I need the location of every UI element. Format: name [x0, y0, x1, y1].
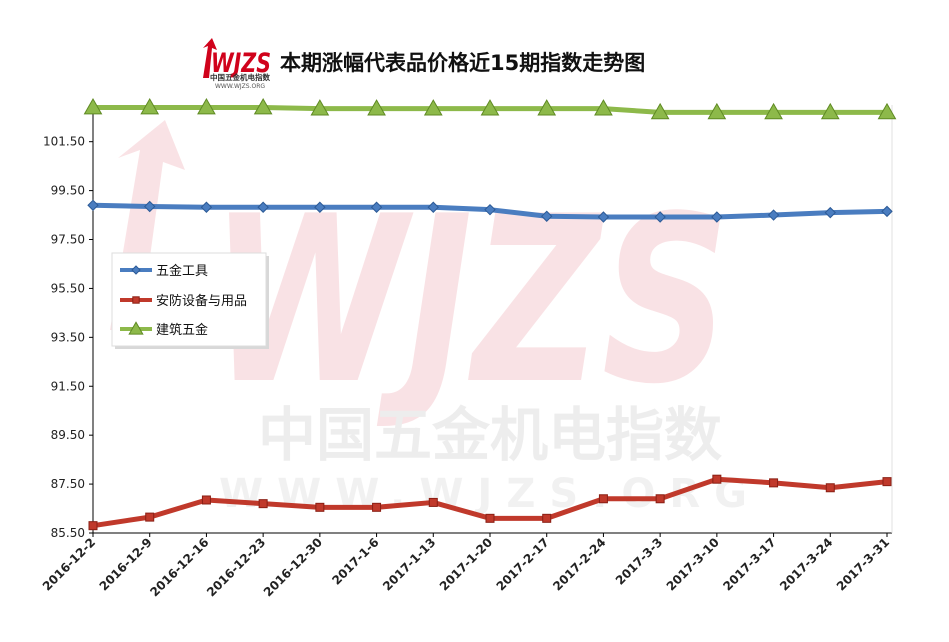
series-point-0 — [257, 201, 269, 213]
x-tick-label: 2017-3-31 — [834, 535, 892, 593]
series-point-0 — [87, 199, 99, 211]
logo-subtitle: 中国五金机电指数 — [210, 72, 270, 82]
series-point-2 — [197, 97, 216, 115]
legend-marker — [132, 296, 140, 304]
series-point-1 — [598, 494, 608, 504]
series-point-2 — [310, 99, 330, 116]
legend-label: 建筑五金 — [156, 322, 208, 338]
series-layer — [83, 97, 897, 531]
x-tick-label: 2017-1-6 — [329, 535, 381, 587]
series-point-2 — [707, 102, 727, 120]
series-point-2 — [820, 102, 840, 120]
series-point-0 — [427, 201, 439, 213]
series-point-0 — [541, 210, 553, 222]
logo-arrow-icon — [203, 38, 217, 78]
series-point-2 — [253, 97, 273, 115]
series-point-2 — [367, 99, 386, 116]
series-point-1 — [542, 513, 552, 523]
series-point-0 — [767, 209, 780, 221]
y-tick-label: 97.50 — [51, 233, 85, 247]
x-tick-label: 2017-3-24 — [777, 535, 835, 593]
series-point-1 — [655, 494, 665, 504]
series-point-0 — [314, 201, 326, 213]
series-point-2 — [594, 99, 613, 116]
y-ticks: 85.50 87.50 89.50 91.50 93.50 95.50 97.50 99.50… — [43, 135, 93, 540]
series-point-1 — [315, 502, 325, 512]
x-tick-label: 2017-3-3 — [613, 535, 665, 587]
series-point-2 — [877, 102, 897, 120]
series-point-2 — [423, 99, 443, 116]
legend-label: 五金工具 — [156, 263, 208, 279]
x-tick-label: 2017-2-24 — [550, 535, 608, 593]
series-point-0 — [200, 201, 213, 213]
logo-url: WWW.WJZS.ORG — [215, 83, 265, 90]
watermark-cn-text: 中国五金机电指数 — [258, 401, 722, 469]
x-tick-label: 2017-1-13 — [380, 535, 438, 593]
y-tick-label: 93.50 — [51, 330, 85, 344]
logo-text: WJZS — [211, 48, 271, 79]
series-point-2 — [480, 99, 500, 116]
series-point-2 — [83, 97, 103, 115]
series-point-2 — [537, 99, 557, 116]
series-point-0 — [597, 211, 610, 223]
series-point-1 — [882, 477, 892, 487]
series-point-0 — [370, 201, 383, 213]
watermark: WJZS 中国五金机电指数 WWW.WJZS.ORG — [110, 120, 761, 517]
legend-item-0: 五金工具 — [120, 263, 208, 279]
legend-marker — [131, 265, 141, 275]
y-tick-label: 87.50 — [51, 477, 85, 491]
x-tick-label: 2016-12-16 — [147, 535, 211, 599]
series-point-2 — [764, 102, 783, 120]
legend-item-1: 安防设备与用品 — [120, 293, 247, 309]
watermark-url-text: WWW.WJZS.ORG — [219, 471, 761, 517]
x-tick-label: 2017-3-17 — [720, 535, 778, 593]
series-point-1 — [428, 497, 438, 507]
series-point-1 — [88, 521, 98, 531]
logo: WJZS 中国五金机电指数 WWW.WJZS.ORG — [203, 38, 271, 90]
x-tick-label: 2017-3-10 — [664, 535, 722, 593]
x-tick-label: 2016-12-2 — [40, 535, 98, 593]
series-point-1 — [145, 512, 155, 522]
y-tick-label: 101.50 — [43, 135, 85, 149]
series-point-0 — [711, 211, 723, 223]
chart-title: 本期涨幅代表品价格近15期指数走势图 — [280, 51, 645, 75]
series-point-1 — [769, 478, 779, 488]
series-0 — [87, 199, 893, 223]
series-point-0 — [654, 211, 666, 223]
series-point-2 — [650, 102, 670, 120]
x-tick-label: 2016-12-9 — [97, 535, 155, 593]
x-tick-label: 2016-12-23 — [204, 535, 268, 599]
series-point-2 — [140, 97, 160, 115]
series-point-1 — [372, 502, 382, 512]
series-1 — [88, 474, 892, 531]
series-point-1 — [825, 483, 835, 493]
x-tick-label: 2017-2-17 — [494, 535, 552, 593]
x-ticks: 2016-12-22016-12-92016-12-162016-12-2320… — [40, 533, 892, 599]
series-point-0 — [484, 203, 496, 216]
series-point-0 — [824, 206, 836, 219]
series-point-0 — [881, 205, 893, 218]
y-tick-label: 99.50 — [51, 184, 85, 198]
series-point-1 — [712, 474, 722, 484]
y-tick-label: 91.50 — [51, 379, 85, 393]
series-point-0 — [144, 200, 156, 213]
y-tick-label: 89.50 — [51, 428, 85, 442]
series-point-1 — [485, 513, 495, 523]
y-tick-label: 85.50 — [51, 526, 85, 540]
legend-marker — [128, 321, 144, 335]
y-tick-label: 95.50 — [51, 281, 85, 295]
series-point-1 — [201, 495, 211, 505]
watermark-big-text: WJZS — [210, 168, 730, 435]
series-point-1 — [258, 499, 268, 509]
x-tick-label: 2017-1-20 — [437, 535, 495, 593]
legend-item-2: 建筑五金 — [120, 321, 208, 338]
series-2 — [83, 97, 897, 120]
legend-label: 安防设备与用品 — [156, 293, 247, 309]
x-tick-label: 2016-12-30 — [261, 535, 325, 599]
